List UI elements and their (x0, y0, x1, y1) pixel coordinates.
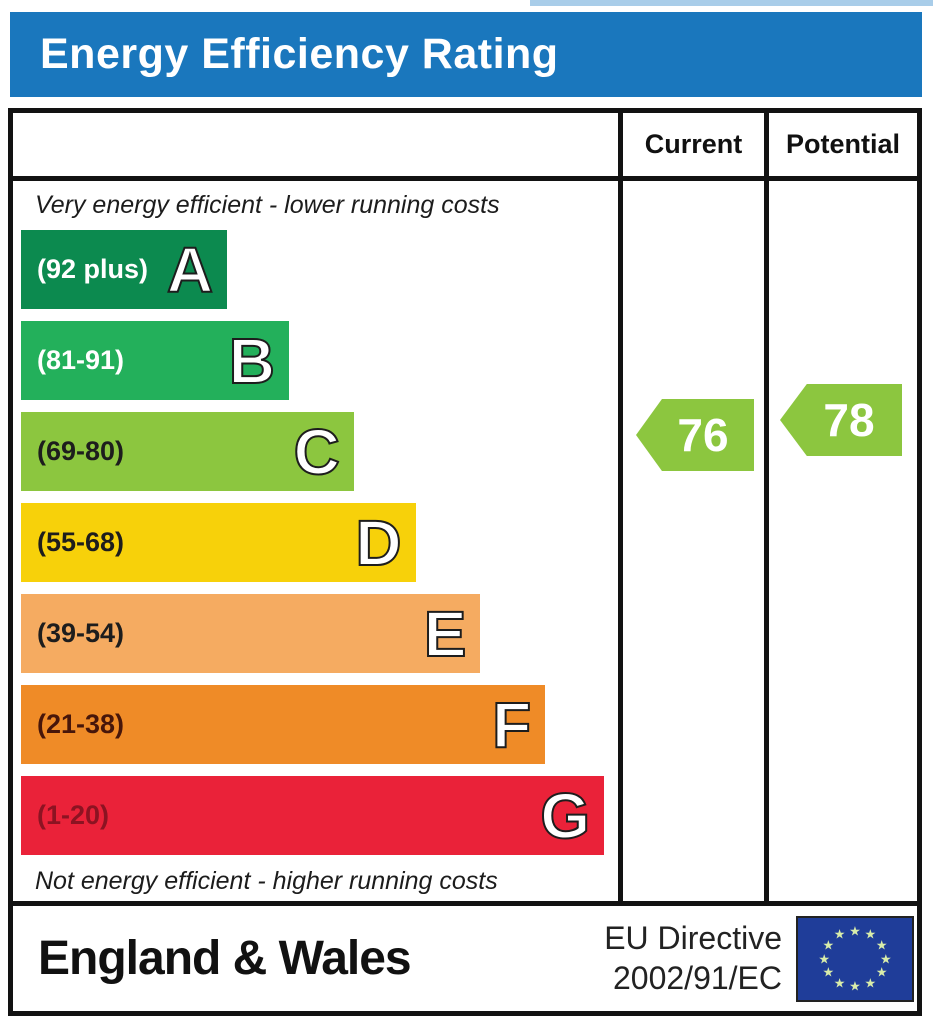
band-letter: D (354, 506, 402, 579)
footer: England & Wales EU Directive 2002/91/EC … (13, 906, 917, 1011)
current-column: 76 (623, 181, 769, 901)
eu-star-icon: ★ (875, 964, 888, 980)
current-rating-value: 76 (677, 409, 729, 461)
band-letter: F (491, 688, 532, 761)
eu-star-icon: ★ (833, 926, 846, 942)
band-range: (69-80) (37, 436, 125, 466)
eu-star-icon: ★ (822, 964, 835, 980)
band-range: (55-68) (37, 527, 125, 557)
band-letter: C (293, 415, 341, 488)
eu-star-icon: ★ (849, 978, 861, 994)
page-edge-artifact (530, 0, 933, 6)
eu-star-icon: ★ (879, 951, 892, 966)
band-row-a: (92 plus) A (21, 230, 610, 309)
eu-directive-line2: 2002/91/EC (612, 959, 782, 996)
band-range: (21-38) (37, 709, 125, 739)
region-label: England & Wales (38, 932, 412, 985)
band-letter: A (166, 233, 214, 306)
eu-directive-text: EU Directive 2002/91/EC (604, 919, 782, 997)
band-range: (92 plus) (37, 254, 149, 284)
rating-table: Current Potential Very energy efficient … (8, 108, 922, 1016)
band-row-c: (69-80) C (21, 412, 610, 491)
band-row-f: (21-38) F (21, 685, 610, 764)
eu-star-icon: ★ (833, 975, 846, 991)
eu-star-icon: ★ (849, 923, 861, 939)
title-bar: Energy Efficiency Rating (10, 12, 922, 97)
eu-flag: ★ ★ ★ ★ ★ ★ ★ ★ ★ ★ ★ ★ (796, 915, 914, 1002)
page-title: Energy Efficiency Rating (40, 30, 559, 78)
band-range: (39-54) (37, 618, 125, 648)
eu-star-icon: ★ (822, 937, 835, 953)
current-rating-arrow: 76 (636, 399, 754, 471)
potential-rating-arrow: 78 (780, 384, 902, 456)
band-bar: (1-20) G (21, 776, 605, 855)
eu-star-icon: ★ (875, 937, 888, 953)
band-bar: (55-68) D (21, 503, 416, 582)
band-range: (81-91) (37, 345, 125, 375)
header-current-label: Current (623, 113, 769, 176)
eu-star-icon: ★ (864, 975, 877, 991)
eu-star-icon: ★ (818, 951, 831, 966)
potential-rating-value: 78 (823, 394, 875, 446)
eu-star-icon: ★ (864, 926, 877, 942)
band-row-d: (55-68) D (21, 503, 610, 582)
band-row-b: (81-91) B (21, 321, 610, 400)
band-bar: (39-54) E (21, 594, 481, 673)
band-bar: (69-80) C (21, 412, 354, 491)
band-letter: G (539, 779, 591, 852)
header-potential-label: Potential (785, 129, 900, 159)
band-letter: B (228, 324, 276, 397)
band-letter: E (423, 597, 468, 670)
band-bar: (81-91) B (21, 321, 289, 400)
efficiency-scale: Very energy efficient - lower running co… (13, 181, 623, 901)
main-row: Very energy efficient - lower running co… (13, 181, 917, 906)
caption-very-efficient: Very energy efficient - lower running co… (35, 191, 500, 219)
header-spacer-cell (13, 113, 623, 176)
band-bar: (92 plus) A (21, 230, 228, 309)
band-row-e: (39-54) E (21, 594, 610, 673)
potential-column: 78 (769, 181, 917, 901)
caption-not-efficient: Not energy efficient - higher running co… (35, 867, 498, 895)
eu-directive-line1: EU Directive (604, 920, 782, 957)
header-row: Current Potential (13, 113, 917, 181)
band-bar: (21-38) F (21, 685, 546, 764)
band-range: (1-20) (37, 800, 110, 830)
band-row-g: (1-20) G (21, 776, 610, 855)
